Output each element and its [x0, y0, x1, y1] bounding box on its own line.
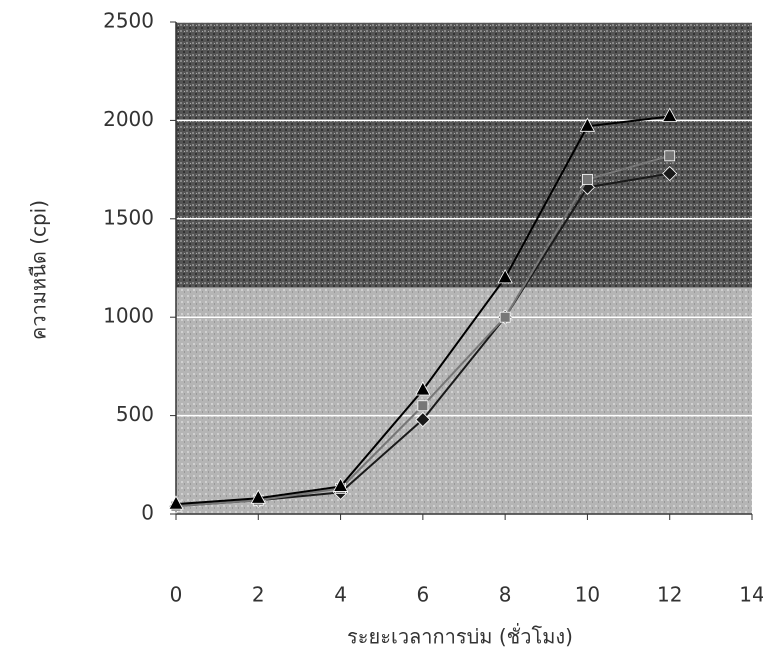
y-tick-label: 2000	[103, 107, 154, 131]
chart: ความหนืด (cpi) ระยะเวลาการบ่ม (ชั่วโมง) …	[0, 0, 763, 654]
y-tick-label: 1500	[103, 205, 154, 229]
y-tick-label: 2500	[103, 9, 154, 33]
x-axis-label: ระยะเวลาการบ่ม (ชั่วโมง)	[347, 623, 573, 649]
x-tick-label: 14	[739, 583, 763, 607]
y-axis-label: ความหนืด (cpi)	[27, 200, 51, 340]
x-tick-label: 6	[416, 583, 429, 607]
plot-background	[176, 288, 752, 514]
x-tick-label: 4	[334, 583, 347, 607]
x-tick-label: 12	[657, 583, 682, 607]
x-tick-label: 0	[170, 583, 183, 607]
y-tick-label: 0	[141, 501, 154, 525]
point	[665, 151, 675, 161]
x-tick-label: 8	[499, 583, 512, 607]
y-tick-label: 500	[116, 402, 154, 426]
x-tick-label: 2	[252, 583, 265, 607]
point	[418, 401, 428, 411]
point	[582, 174, 592, 184]
x-tick-label: 10	[575, 583, 600, 607]
plot-area	[176, 22, 752, 514]
point	[500, 312, 510, 322]
y-tick-label: 1000	[103, 304, 154, 328]
